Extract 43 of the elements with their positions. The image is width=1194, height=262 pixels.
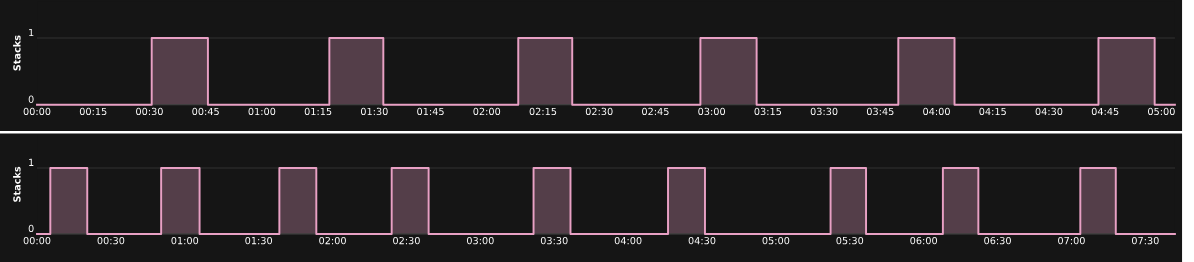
x-tick-label: 01:45 [417,107,444,116]
x-tick-label: 03:30 [810,107,838,116]
x-tick-label: 01:15 [304,107,332,116]
x-tick-label: 02:15 [529,107,557,116]
x-tick-label: 03:00 [698,107,726,116]
x-tick-label: 05:30 [836,236,864,245]
x-tick-label: 05:00 [1148,107,1175,116]
x-tick-label: 01:00 [171,236,199,245]
y-tick-label: 0 [28,95,34,103]
y-axis-title: Stacks [13,166,21,202]
x-tick-label: 05:00 [762,236,790,245]
x-tick-label: 00:00 [23,236,51,245]
x-tick-label: 00:15 [79,107,107,116]
x-tick-label: 04:30 [688,236,716,245]
x-tick-label: 07:30 [1131,236,1159,245]
y-tick-label: 1 [29,158,34,166]
x-tick-label: 00:45 [192,107,219,116]
x-tick-label: 00:00 [23,107,51,116]
x-tick-label: 01:30 [245,236,273,245]
x-tick-label: 00:30 [136,107,163,116]
x-tick-label: 04:00 [614,236,642,245]
x-tick-label: 07:00 [1058,236,1085,245]
x-tick-label: 00:30 [97,236,125,245]
x-tick-label: 02:30 [585,107,613,116]
x-tick-label: 03:15 [754,107,782,116]
x-tick-label: 06:30 [984,236,1011,245]
x-tick-label: 04:30 [1035,107,1063,116]
x-tick-label: 01:30 [360,107,388,116]
x-tick-label: 03:45 [866,107,894,116]
y-tick-label: 1 [29,28,34,37]
y-axis-title: Stacks [13,35,21,71]
x-tick-label: 02:00 [319,236,346,245]
x-tick-label: 06:00 [910,236,938,245]
x-tick-label: 04:15 [979,107,1006,116]
y-tick-label: 0 [28,224,34,233]
x-tick-label: 03:30 [540,236,568,245]
x-tick-label: 02:00 [473,107,501,116]
x-tick-label: 02:45 [642,107,669,116]
x-tick-label: 01:00 [248,107,276,116]
x-tick-label: 04:00 [923,107,950,116]
x-tick-label: 04:45 [1091,107,1119,116]
x-tick-label: 03:00 [466,236,494,245]
x-tick-label: 02:30 [393,236,420,245]
